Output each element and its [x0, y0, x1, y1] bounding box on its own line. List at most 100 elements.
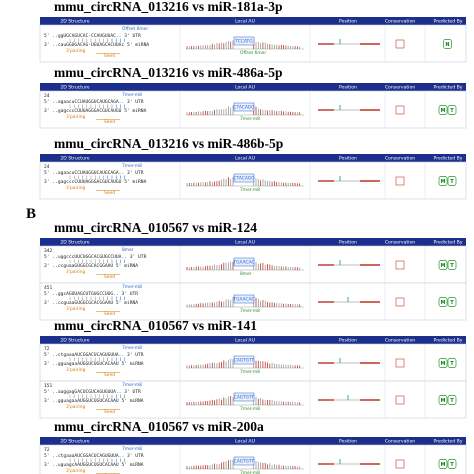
table-header	[40, 83, 466, 91]
predicted-label: N	[445, 42, 449, 48]
site-number: 342	[44, 248, 53, 254]
table-header	[40, 154, 466, 162]
motif-note: 7mer-m8	[240, 187, 260, 193]
column-header: 2D Structure	[60, 85, 89, 91]
motif-note: 7mer-m8	[240, 369, 260, 375]
motif-note: 7mer-m8	[240, 116, 260, 122]
column-header: Local AU	[235, 19, 255, 25]
column-header: Position	[339, 338, 357, 344]
mirna-sequence: 3' ..gagcccCUUUAGGGACGUCAUGU 5' miRNA	[44, 179, 147, 185]
utr-sequence: 5' ..ggcAGUUAGCUTGUGCCUUG.. 3' UTR	[44, 291, 138, 297]
utr-sequence: 5' ..ctgaaaAUCGGACUCAGUGUUA.. 3' UTR	[44, 352, 144, 358]
predicted-badge	[447, 459, 457, 469]
predicted-label: T	[450, 108, 454, 114]
column-header: Predicted By	[434, 240, 463, 246]
site-type: 7mer-m8	[122, 163, 142, 169]
pairing-label: 3'pairing	[66, 269, 86, 275]
motif-box	[233, 173, 255, 183]
column-header: Local AU	[235, 85, 255, 91]
motif-box	[233, 257, 255, 267]
motif-note: 7mer-m8	[240, 406, 260, 412]
predicted-badge	[443, 39, 452, 49]
column-header: Position	[339, 439, 357, 445]
predicted-label: M	[441, 398, 446, 404]
pairing-label: 3'pairing	[66, 468, 86, 474]
predicted-badge	[447, 260, 457, 270]
motif-box	[233, 355, 255, 365]
column-header: Predicted By	[434, 85, 463, 91]
column-header: Conservation	[385, 85, 415, 91]
predicted-badge	[438, 459, 448, 469]
motif: TGAACAC	[232, 260, 254, 266]
panel-label: B	[26, 206, 36, 222]
motif: CAGTGTT	[234, 459, 255, 465]
mirna-sequence: 3' ..uguagcAAUGGUCUGUCACAAU 5' miRNA	[44, 462, 144, 468]
predicted-label: M	[441, 462, 446, 468]
motif-box	[233, 456, 255, 466]
site-type: Offset 6mer	[122, 26, 148, 32]
pairing-label: 3'pairing	[66, 48, 86, 54]
column-header: Local AU	[235, 439, 255, 445]
seed-label: Seed	[104, 409, 115, 415]
panel-title: mmu_circRNA_010567 vs miR-141	[54, 318, 257, 333]
column-header: Conservation	[385, 338, 415, 344]
site-type: 7mer-m8	[122, 446, 142, 452]
site-type: 7mer-m8	[122, 92, 142, 98]
predicted-label: T	[450, 361, 454, 367]
motif-box	[233, 294, 255, 304]
predicted-badge	[447, 297, 457, 307]
column-header: 2D Structure	[60, 240, 89, 246]
predicted-label: T	[450, 462, 454, 468]
utr-sequence: 5' ..agaacuCCUAUGGUCAUGCAGA.. 3' UTR	[44, 99, 144, 105]
table-header	[40, 238, 466, 246]
conservation-box	[395, 260, 405, 270]
predicted-badge	[438, 358, 448, 368]
site-type: 7mer-m8	[122, 382, 142, 388]
predicted-badge	[438, 297, 448, 307]
column-header: Conservation	[385, 156, 415, 162]
site-type: 7mer-m8	[122, 284, 142, 290]
column-header: Predicted By	[434, 19, 463, 25]
conservation-box	[395, 297, 405, 307]
motif-note: 8mer	[240, 271, 252, 277]
site-type: 7mer-m8	[122, 345, 142, 351]
mirna-sequence: 3' ..gguagaaAUGGUCUGUCACAAU 5' miRNA	[44, 398, 144, 404]
site-number: 24	[44, 164, 50, 170]
table-header	[40, 336, 466, 344]
column-header: Position	[339, 85, 357, 91]
predicted-badge	[447, 176, 457, 186]
seed-label: Seed	[104, 119, 115, 125]
site-number: 72	[44, 447, 50, 453]
column-header: Conservation	[385, 19, 415, 25]
predicted-label: M	[441, 361, 446, 367]
predicted-label: T	[450, 398, 454, 404]
table-header	[40, 17, 466, 25]
column-header: Predicted By	[434, 439, 463, 445]
predicted-badge	[438, 260, 448, 270]
column-header: Local AU	[235, 156, 255, 162]
motif-box	[233, 102, 255, 112]
conservation-box	[395, 358, 405, 368]
motif-box	[233, 392, 255, 402]
motif-note: 7mer-m8	[240, 470, 260, 474]
predicted-badge	[438, 176, 448, 186]
column-header: Position	[339, 19, 357, 25]
conservation-box	[395, 39, 405, 49]
column-header: Local AU	[235, 240, 255, 246]
predicted-label: M	[441, 263, 446, 269]
seed-label: Seed	[104, 190, 115, 196]
predicted-badge	[447, 105, 457, 115]
column-header: Predicted By	[434, 338, 463, 344]
site-number: 151	[44, 383, 53, 389]
motif: CTACAGG	[233, 176, 255, 182]
conservation-box	[395, 105, 405, 115]
predicted-label: M	[441, 179, 446, 185]
motif: TGAACAC	[232, 297, 254, 303]
motif-note: 7mer-m8	[240, 308, 260, 314]
motif-box	[233, 36, 255, 46]
predicted-badge	[447, 395, 457, 405]
panel-title: mmu_circRNA_013216 vs miR-486b-5p	[54, 136, 283, 151]
column-header: Conservation	[385, 439, 415, 445]
site-type: 8mer	[122, 247, 134, 253]
pairing-label: 3'pairing	[66, 114, 86, 120]
